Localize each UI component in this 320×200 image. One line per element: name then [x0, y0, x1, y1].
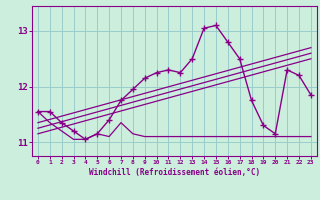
X-axis label: Windchill (Refroidissement éolien,°C): Windchill (Refroidissement éolien,°C): [89, 168, 260, 177]
